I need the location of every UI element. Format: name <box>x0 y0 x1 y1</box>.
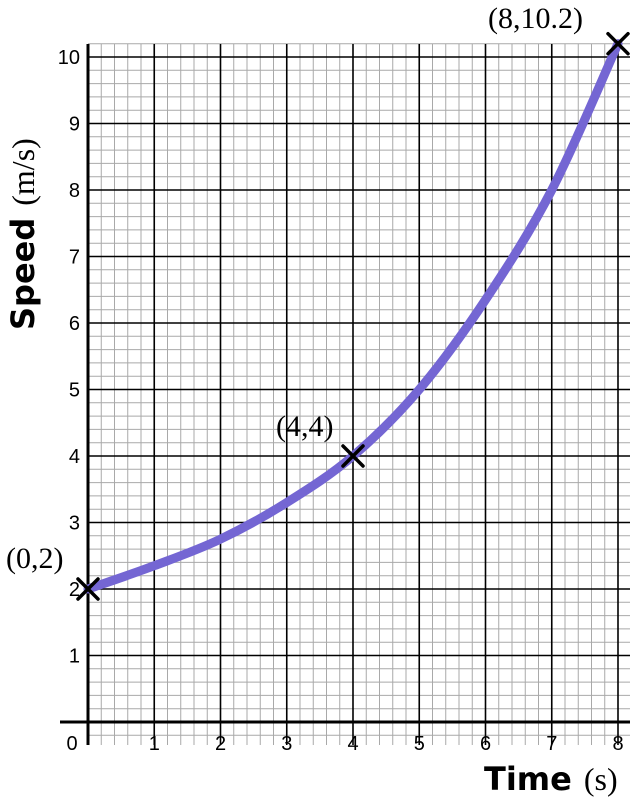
y-tick-label: 6 <box>69 313 80 335</box>
y-tick-label: 1 <box>69 646 80 668</box>
speed-curve <box>83 39 623 594</box>
x-tick-label: 7 <box>546 733 557 755</box>
x-tick-label: 5 <box>414 733 425 755</box>
axes <box>60 44 630 745</box>
y-tick-label: 9 <box>69 114 80 136</box>
y-tick-label: 5 <box>69 380 80 402</box>
x-tick-label: 2 <box>215 733 226 755</box>
point-marker-x-icon <box>76 577 100 601</box>
y-tick-label: 7 <box>69 247 80 269</box>
x-axis-label: Time <box>484 760 572 798</box>
series-layer <box>83 39 623 594</box>
minor-gridlines <box>88 43 630 745</box>
point-label: (4,4) <box>276 410 333 443</box>
x-axis-title: Time (s) <box>484 760 618 798</box>
y-tick-label: 2 <box>69 579 80 601</box>
x-tick-label: 1 <box>149 733 160 755</box>
y-tick-label: 10 <box>58 47 80 69</box>
x-tick-label: 4 <box>347 733 358 755</box>
y-tick-label: 3 <box>69 513 80 535</box>
point-marker-x-icon <box>341 444 365 468</box>
point-marker-x-icon <box>606 31 630 56</box>
y-axis-title: Speed (m/s) <box>4 138 42 330</box>
x-tick-label: 3 <box>281 733 292 755</box>
x-tick-label: 6 <box>480 733 491 755</box>
point-label: (8,10.2) <box>488 2 583 35</box>
x-axis-unit: (s) <box>584 761 618 797</box>
major-gridlines <box>88 44 630 745</box>
y-tick-label: 8 <box>69 180 80 202</box>
x-tick-label: 8 <box>612 733 623 755</box>
y-tick-labels: 1 2 3 4 5 6 7 8 9 10 <box>58 47 80 668</box>
x-tick-labels: 0 1 2 3 4 5 6 7 8 <box>66 733 623 755</box>
y-axis-unit: (m/s) <box>5 138 41 206</box>
y-axis-label: Speed <box>4 218 42 330</box>
point-label: (0,2) <box>6 542 63 575</box>
y-tick-label: 4 <box>69 446 80 468</box>
x-tick-label: 0 <box>66 733 77 755</box>
marked-points: (0,2) (4,4) (8,10.2) <box>6 2 630 601</box>
